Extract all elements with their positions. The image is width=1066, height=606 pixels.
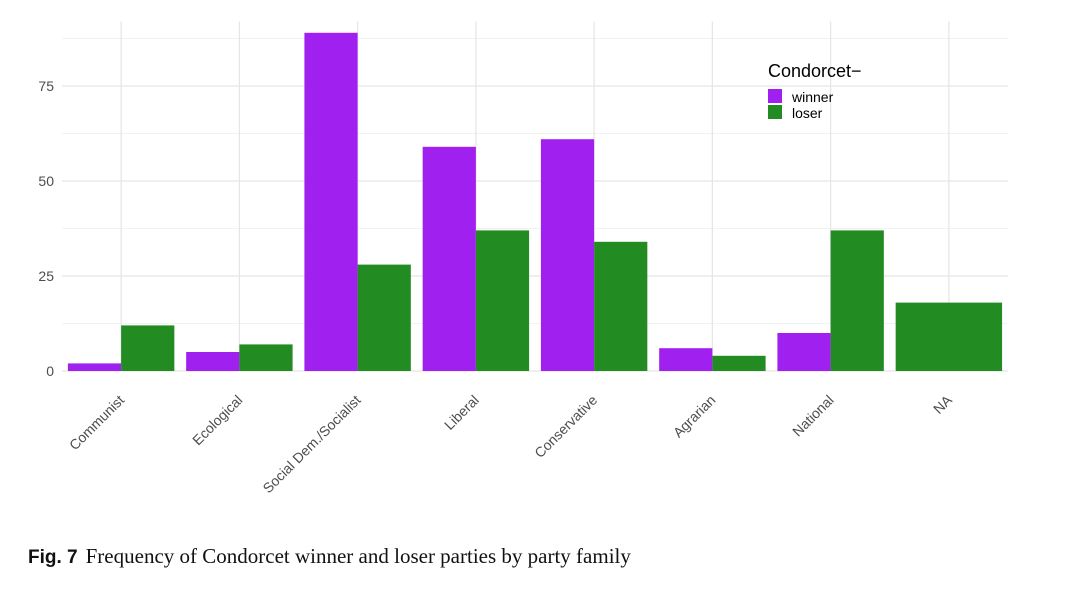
x-tick-label: Social Dem./Socialist (259, 392, 363, 496)
x-tick-label: Ecological (189, 392, 245, 448)
bar-chart: 0 25 50 75 Communist Ecological Social Dem./So… (38, 21, 1008, 496)
caption-text: Frequency of Condorcet winner and loser … (85, 544, 631, 568)
bar-loser (594, 241, 648, 371)
y-tick-label: 25 (38, 268, 54, 284)
bar-loser (239, 344, 293, 371)
legend-label-winner: winner (791, 89, 834, 105)
x-tick-label: Liberal (441, 392, 482, 433)
legend-swatch-loser (768, 105, 782, 119)
bar-winner (67, 363, 122, 371)
x-tick-label: National (789, 392, 837, 440)
x-tick-label: Conservative (531, 392, 600, 461)
legend-swatch-winner (768, 89, 782, 103)
bar-loser (830, 230, 884, 371)
y-tick-label: 50 (38, 173, 54, 189)
x-tick-label: Agrarian (670, 392, 719, 441)
bar-loser (895, 302, 1003, 371)
bar-loser (357, 264, 411, 371)
bar-loser (121, 325, 175, 371)
bar-winner (540, 139, 595, 371)
bar-loser (712, 355, 766, 371)
bar-winner (304, 32, 358, 372)
legend-title: Condorcet− (768, 61, 862, 81)
bar-winner (422, 146, 476, 371)
bar-winner (777, 333, 831, 371)
figure-caption: Fig. 7 Frequency of Condorcet winner and … (28, 544, 631, 569)
bar-loser (475, 230, 530, 371)
y-tick-label: 0 (46, 363, 54, 379)
bar-winner (186, 352, 240, 371)
x-tick-label: NA (930, 391, 956, 417)
y-tick-label: 75 (38, 78, 54, 94)
bar-winner (659, 348, 713, 371)
figure-label: Fig. 7 (28, 547, 78, 568)
x-tick-label: Communist (66, 392, 127, 453)
legend-label-loser: loser (792, 105, 823, 121)
